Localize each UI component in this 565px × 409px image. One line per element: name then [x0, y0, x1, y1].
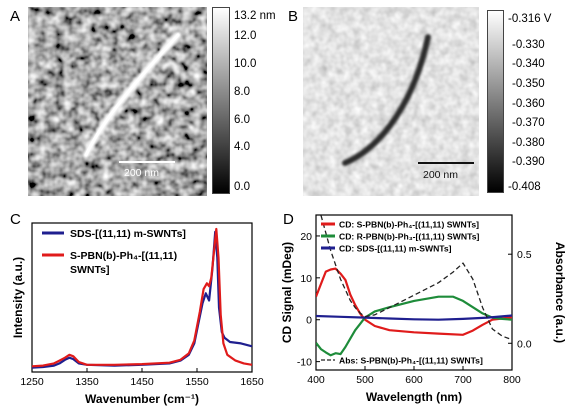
x-tick-label: 700 [454, 374, 472, 386]
scalebar-a-label: 200 nm [124, 167, 160, 179]
colorbar-b-tick: -0.390 [512, 156, 545, 168]
scalebar-b [418, 162, 474, 164]
x-tick-label: 1550 [185, 376, 209, 388]
y-axis-label: Intensity (a.u.) [11, 257, 25, 338]
colorbar-b-tick: -0.370 [512, 117, 545, 129]
cd-absorbance-chart: 400 500 600 700 800 20 10 0 -10 0.5 0.0 Wavelength … [280, 214, 565, 404]
colorbar-a-tick: 13.2 nm [234, 10, 276, 22]
y2-axis-label: Absorbance (a.u.) [553, 242, 565, 343]
y-tick-label: 20 [300, 231, 312, 243]
legend-entry: S-PBN(b)-Ph₄-[(11,11) SWNTs] [70, 250, 177, 276]
x-tick-label: 1250 [20, 376, 44, 388]
series-line [31, 227, 253, 368]
scalebar-a [119, 161, 175, 163]
colorbar-a [212, 7, 230, 194]
raman-chart: 1250 1350 1450 1550 1650 Wavenumber (cm⁻¹) Int… [11, 222, 264, 406]
legend-entry: SDS-[(11,11) m-SWNTs] [70, 228, 186, 240]
colorbar-a-tick: 4.0 [234, 141, 250, 153]
y2-tick-label: 0.5 [517, 249, 532, 261]
legend-entry: Abs: S-PBN(b)-Ph₄-[(11,11) SWNTs] [339, 356, 483, 366]
scalebar-b-label: 200 nm [423, 169, 459, 181]
colorbar-b-tick: -0.340 [512, 58, 545, 70]
colorbar-b-tick: -0.316 V [508, 13, 552, 25]
colorbar-b-tick: -0.330 [512, 39, 545, 51]
series-line [316, 267, 512, 336]
colorbar-a-tick: 0.0 [234, 181, 250, 193]
colorbar-a-tick: 6.0 [234, 114, 250, 126]
colorbar-b-tick: -0.380 [512, 137, 545, 149]
series-line [316, 314, 512, 321]
panel-label-b: B [288, 8, 299, 25]
plot-area [316, 215, 512, 357]
y-tick-label: 10 [300, 273, 312, 285]
x-tick-label: 400 [307, 374, 325, 386]
legend-entry: CD: R-PBN(b)-Ph₃-[(11,11) SWNTs] [339, 232, 479, 242]
legend-entry: CD: S-PBN(b)-Ph₄-[(11,11) SWNTs] [339, 220, 479, 230]
series-line [320, 215, 512, 341]
y-tick-label: -10 [297, 357, 312, 369]
panel-label-d: D [283, 211, 294, 228]
colorbar-a-tick: 12.0 [234, 30, 257, 42]
panel-label-c: C [10, 211, 21, 228]
x-axis-label: Wavenumber (cm⁻¹) [85, 392, 199, 406]
x-tick-label: 1650 [240, 376, 264, 388]
y-tick-label: 0 [306, 315, 312, 327]
colorbar-b-tick: -0.360 [512, 98, 545, 110]
x-tick-label: 800 [503, 374, 521, 386]
panel-label-a: A [10, 8, 21, 25]
x-tick-label: 600 [405, 374, 423, 386]
colorbar-b-tick: -0.408 [508, 181, 541, 193]
kpfm-potential-image [303, 7, 479, 196]
y2-tick-label: 0.0 [517, 338, 532, 350]
colorbar-b [487, 10, 504, 193]
x-tick-label: 1350 [75, 376, 99, 388]
x-axis-label: Wavelength (nm) [366, 390, 462, 404]
colorbar-a-tick: 8.0 [234, 86, 250, 98]
colorbar-a-tick: 10.0 [234, 58, 257, 70]
x-tick-label: 500 [356, 374, 374, 386]
legend-entry: CD: SDS-[(11,11) m-SWNTs] [339, 244, 452, 254]
afm-height-image [28, 7, 207, 196]
colorbar-b-tick: -0.350 [512, 78, 545, 90]
x-tick-label: 1450 [130, 376, 154, 388]
y-axis-label: CD Signal (mDeg) [280, 242, 294, 343]
series-line [316, 295, 512, 357]
